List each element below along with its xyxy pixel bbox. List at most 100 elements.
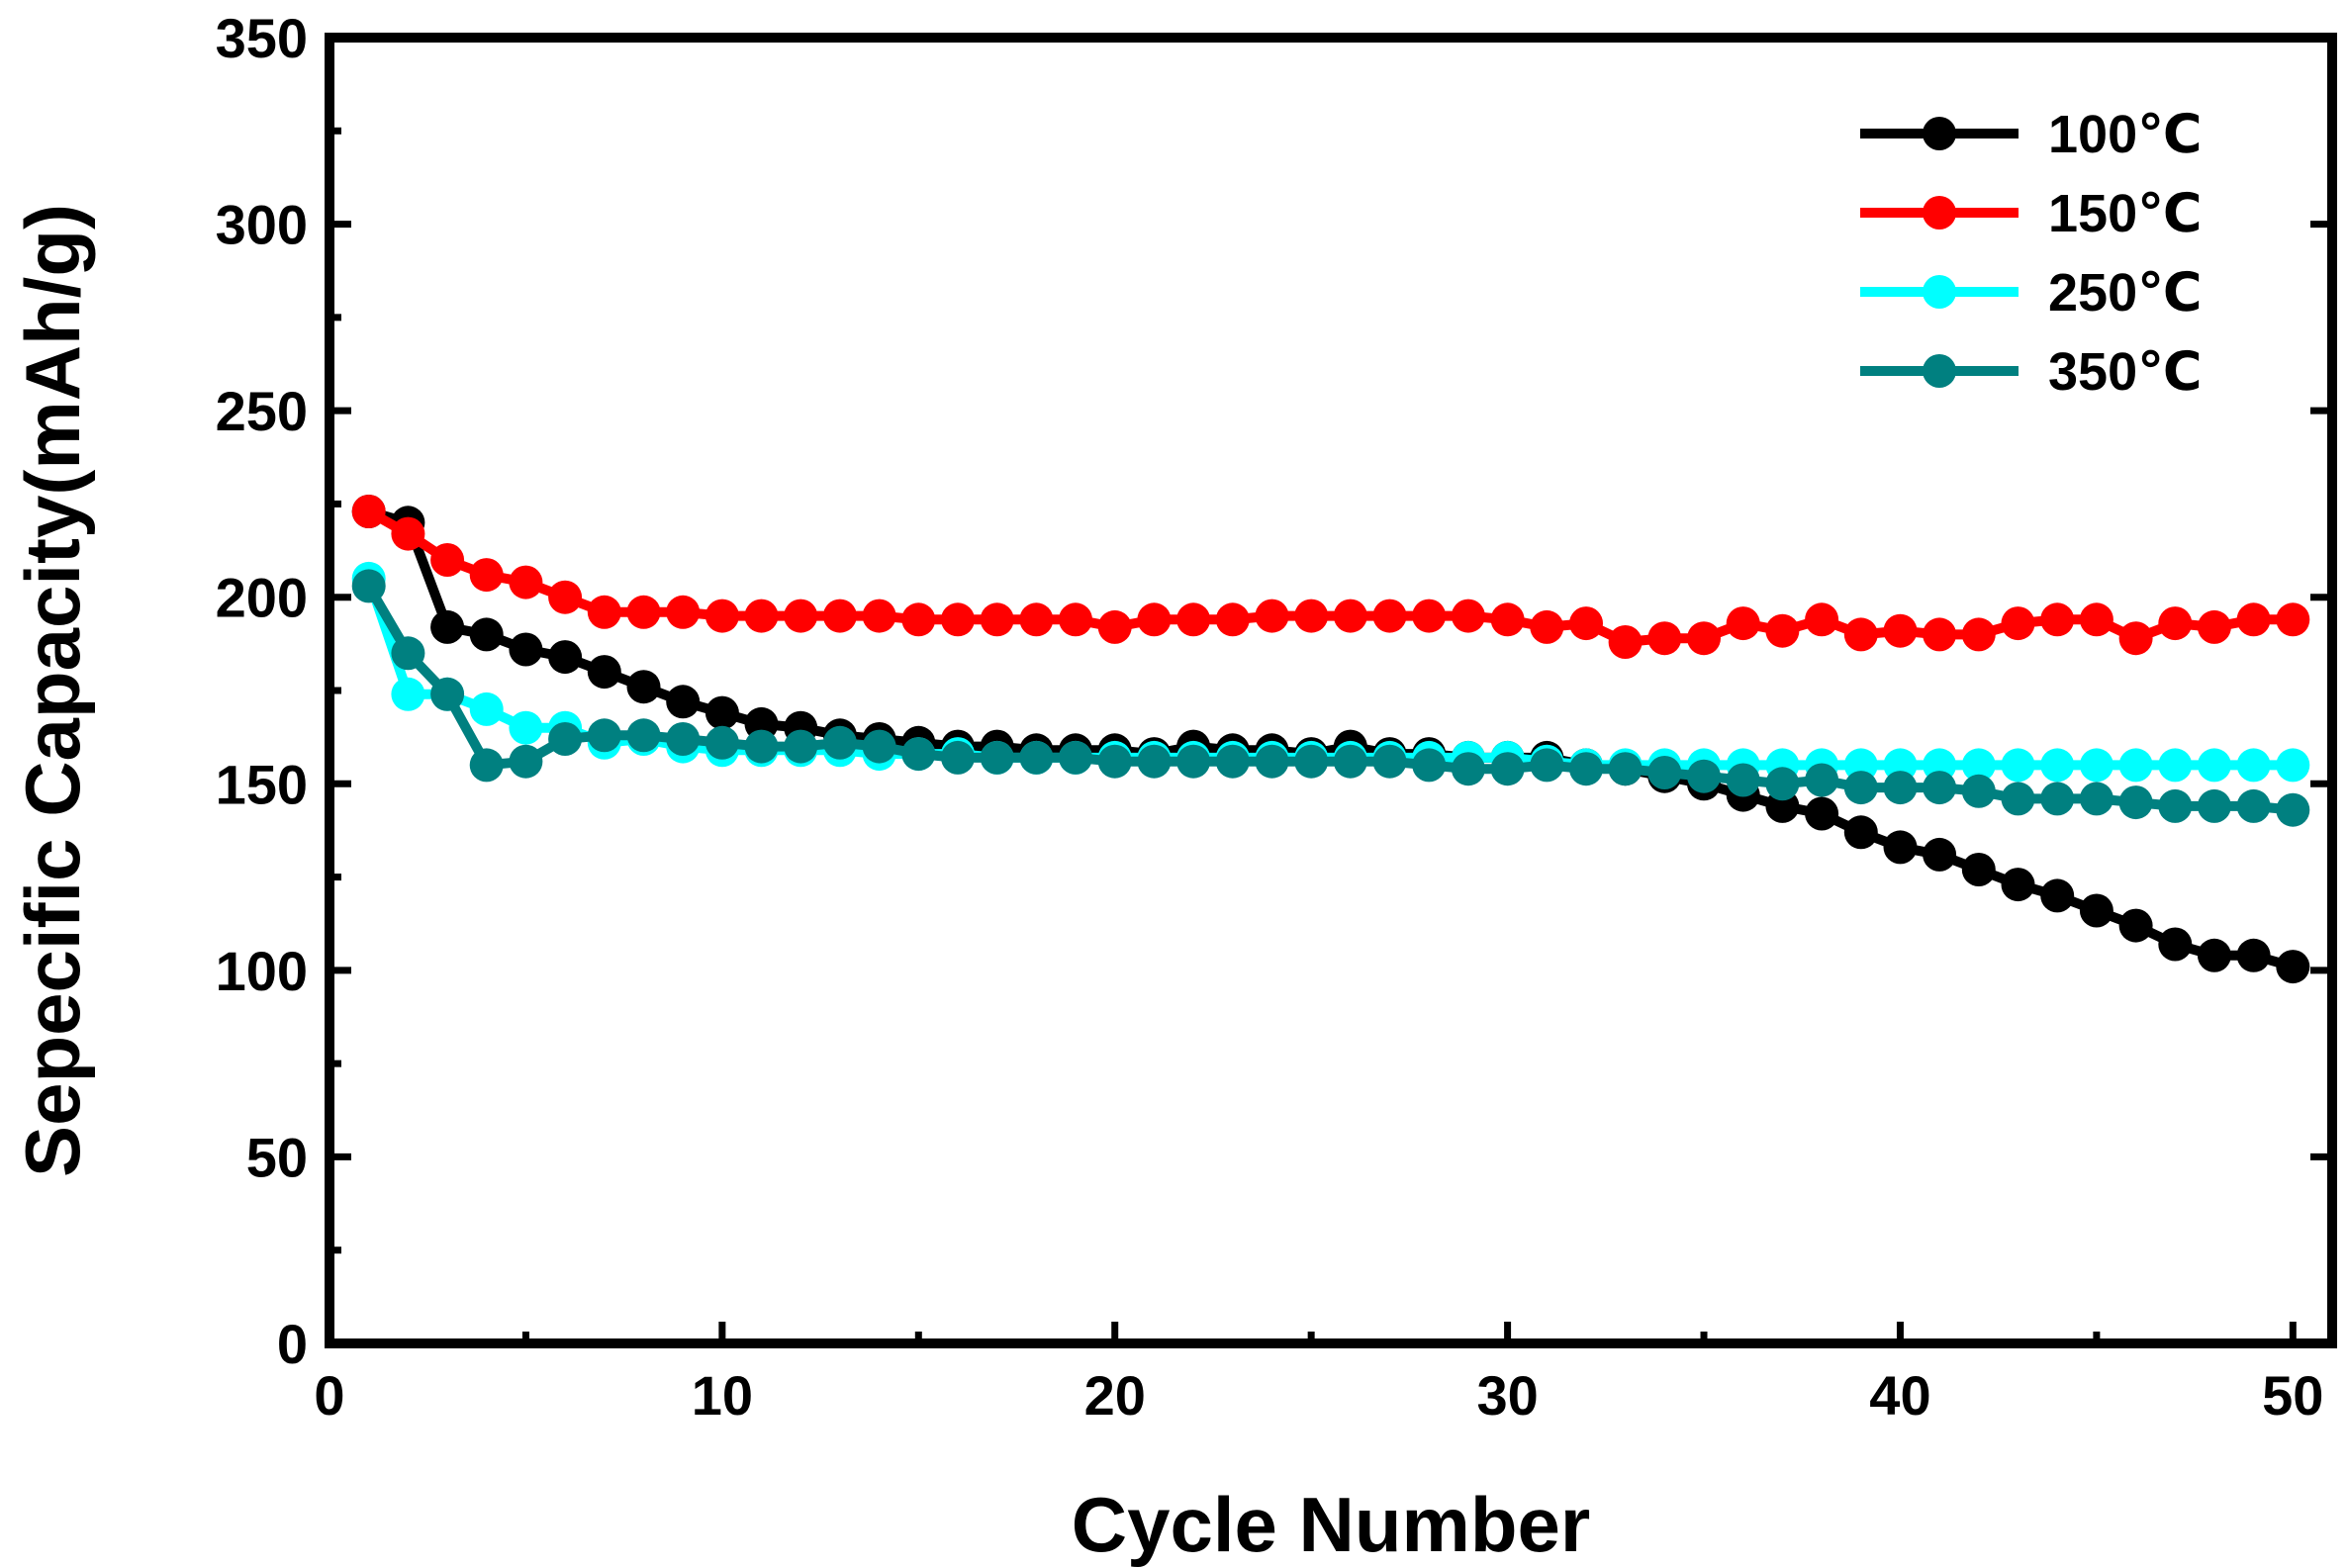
data-point	[2040, 878, 2075, 913]
data-point	[1490, 602, 1525, 637]
data-point	[2236, 938, 2271, 972]
data-point	[626, 718, 661, 753]
data-point	[430, 543, 465, 577]
data-point	[1843, 771, 1878, 805]
data-point	[1687, 759, 1721, 793]
data-point	[980, 602, 1014, 637]
data-point	[1490, 752, 1525, 786]
legend-label-1: 150℃	[2048, 184, 2203, 243]
data-point	[666, 685, 701, 719]
data-point	[1569, 606, 1603, 641]
data-point	[469, 558, 504, 593]
series-layer	[351, 495, 2310, 984]
data-point	[980, 740, 1014, 775]
legend-marker-2	[1923, 275, 1956, 309]
data-point	[1294, 599, 1329, 633]
data-point	[2236, 748, 2271, 783]
data-point	[509, 710, 543, 745]
data-point	[2158, 606, 2193, 641]
data-point	[1687, 621, 1721, 656]
data-point	[784, 599, 818, 633]
data-point	[2040, 748, 2075, 783]
data-point	[1412, 748, 1447, 783]
data-point	[1097, 744, 1132, 779]
data-point	[1333, 744, 1367, 779]
data-point	[1059, 602, 1092, 637]
x-tick-label: 40	[1869, 1364, 1930, 1427]
data-point	[666, 722, 701, 756]
data-point	[1961, 774, 1996, 808]
data-point	[1765, 767, 1800, 801]
x-axis-title: Cycle Number	[1072, 1481, 1591, 1568]
x-tick-label: 10	[692, 1364, 753, 1427]
x-tick-label: 0	[314, 1364, 344, 1427]
data-point	[1726, 606, 1760, 641]
data-point	[1412, 599, 1447, 633]
data-point	[469, 748, 504, 783]
data-point	[351, 569, 386, 603]
legend-label-2: 250℃	[2048, 263, 2203, 323]
data-point	[1961, 853, 1996, 886]
data-point	[1765, 613, 1800, 648]
data-point	[2001, 748, 2035, 783]
legend: 100℃ 150℃ 250℃ 350℃	[1860, 105, 2203, 402]
legend-label-3: 350℃	[2048, 342, 2203, 402]
data-point	[1726, 763, 1760, 797]
data-point	[469, 617, 504, 652]
data-point	[2079, 782, 2113, 816]
data-point	[862, 729, 896, 764]
data-point	[901, 602, 936, 637]
legend-marker-3	[1923, 354, 1956, 388]
data-point	[1255, 599, 1289, 633]
data-point	[1176, 744, 1211, 779]
data-point	[862, 599, 896, 633]
data-point	[1294, 744, 1329, 779]
data-point	[509, 632, 543, 667]
data-point	[2236, 602, 2271, 637]
y-tick-label: 0	[277, 1313, 308, 1375]
data-point	[548, 640, 583, 675]
y-tick-label: 100	[216, 940, 308, 1002]
data-point	[2276, 950, 2310, 984]
data-point	[1805, 602, 1839, 637]
data-point	[744, 599, 779, 633]
data-point	[351, 495, 386, 528]
data-point	[1530, 748, 1564, 783]
ticks-layer	[326, 34, 2332, 1347]
data-point	[666, 595, 701, 629]
data-point	[587, 655, 621, 690]
data-point	[548, 722, 583, 756]
data-point	[704, 725, 739, 760]
data-point	[2001, 868, 2035, 902]
data-point	[2118, 908, 2153, 943]
data-point	[1883, 613, 1918, 648]
data-point	[1805, 763, 1839, 797]
data-point	[1372, 744, 1407, 779]
data-point	[430, 609, 465, 644]
data-point	[941, 602, 975, 637]
data-point	[469, 692, 504, 726]
data-point	[626, 670, 661, 704]
data-point	[2079, 893, 2113, 928]
data-point	[1647, 621, 1682, 656]
y-tick-label: 350	[216, 7, 308, 69]
data-point	[626, 595, 661, 629]
data-point	[391, 516, 425, 551]
data-point	[1176, 602, 1211, 637]
data-point	[1059, 740, 1092, 775]
data-point	[1961, 617, 1996, 652]
data-point	[587, 595, 621, 629]
legend-marker-0	[1923, 117, 1956, 150]
data-point	[509, 744, 543, 779]
y-tick-label: 150	[216, 753, 308, 815]
data-point	[704, 599, 739, 633]
data-point	[2276, 748, 2310, 783]
data-point	[391, 677, 425, 711]
data-point	[1883, 830, 1918, 865]
data-point	[1451, 599, 1485, 633]
data-point	[1097, 609, 1132, 644]
data-point	[2158, 748, 2193, 783]
y-tick-label: 200	[216, 567, 308, 629]
data-point	[2079, 602, 2113, 637]
